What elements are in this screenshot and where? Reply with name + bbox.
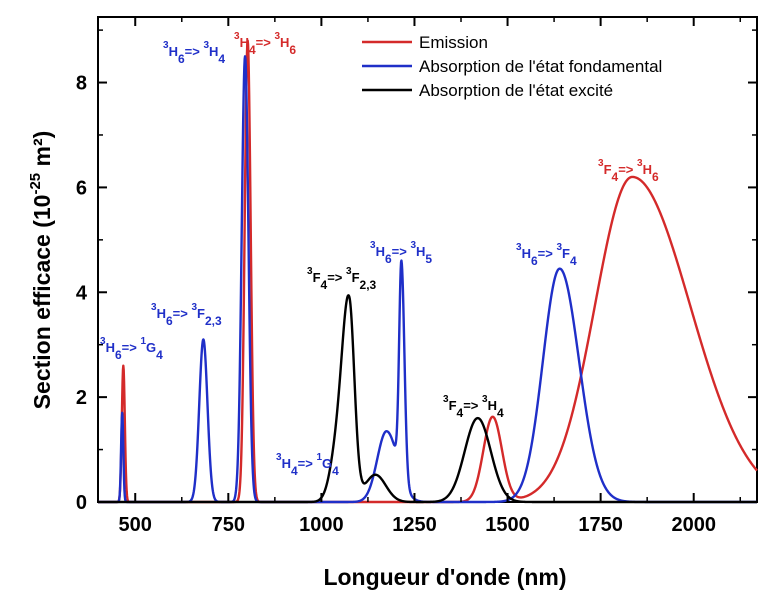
x-tick-label-3: 1250 <box>392 514 437 536</box>
annotation-layer: 3H6=> 1G4 3H6=> 3F2,3 3H6=> 3H4 3H4=> 3H6 3H… <box>100 31 659 478</box>
y-axis-title-unit: m²) <box>29 131 55 173</box>
legend-label-0: Emission <box>419 33 488 52</box>
transition-label-2: 3H6=> 3H4 <box>163 40 225 66</box>
x-tick-label-6: 2000 <box>671 514 716 536</box>
transition-label-5: 3F4=> 3F2,3 <box>307 266 377 292</box>
x-tick-label-0: 500 <box>119 514 152 536</box>
x-tick-label-2: 1000 <box>299 514 344 536</box>
y-axis-title: Section efficace (10-25 m²) <box>27 131 55 410</box>
legend-label-1: Absorption de l'état fondamental <box>419 57 662 76</box>
y-tick-label-1: 2 <box>76 387 87 409</box>
y-axis-title-exp: -25 <box>27 173 44 195</box>
transition-label-7: 3F4=> 3H4 <box>443 394 504 420</box>
legend-label-2: Absorption de l'état excité <box>419 81 613 100</box>
transition-label-3: 3H4=> 3H6 <box>234 31 296 57</box>
axes-layer: 500 750 1000 1250 1500 1750 2000 0 2 4 6 8 <box>76 17 757 536</box>
transition-label-8: 3H6=> 3F4 <box>516 242 577 268</box>
x-axis-title: Longueur d'onde (nm) <box>323 564 566 590</box>
transition-label-1: 3H6=> 3F2,3 <box>151 302 222 328</box>
x-tick-label-5: 1750 <box>578 514 623 536</box>
legend: Emission Absorption de l'état fondamental… <box>362 33 662 100</box>
transition-label-9: 3F4=> 3H6 <box>598 158 659 184</box>
y-tick-label-4: 8 <box>76 73 87 95</box>
series-line-1 <box>97 55 758 504</box>
x-tick-label-4: 1500 <box>485 514 530 536</box>
transition-label-6: 3H6=> 3H5 <box>370 240 432 266</box>
transition-label-0: 3H6=> 1G4 <box>100 336 163 362</box>
series-layer <box>97 39 758 504</box>
y-axis-title-main: Section efficace (10 <box>29 195 55 410</box>
y-tick-label-2: 4 <box>76 282 88 304</box>
y-tick-label-3: 6 <box>76 177 87 199</box>
transition-label-4: 3H4=> 1G4 <box>276 452 339 478</box>
x-tick-label-1: 750 <box>212 514 245 536</box>
y-tick-label-0: 0 <box>76 492 87 514</box>
